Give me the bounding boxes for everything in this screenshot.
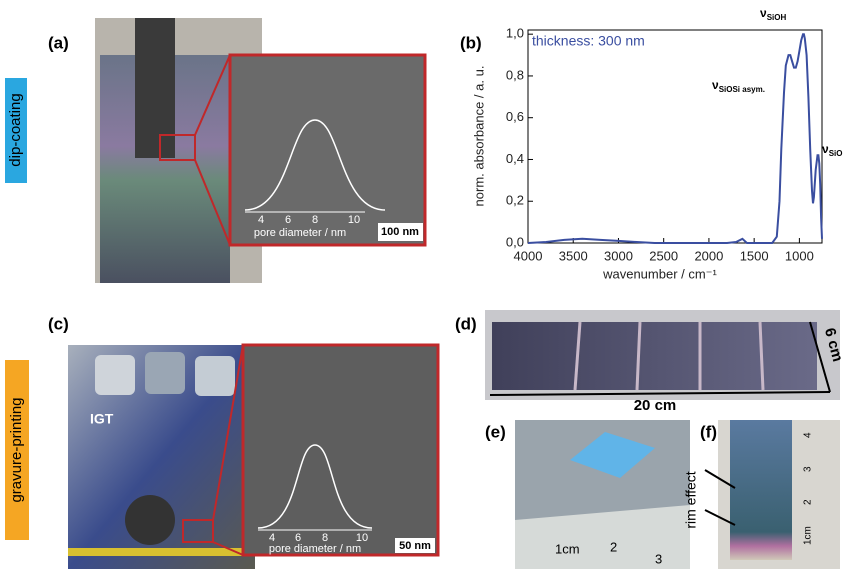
method-box <box>5 78 27 183</box>
panel-label: (a) <box>48 33 69 52</box>
track <box>68 548 255 556</box>
inset-tick: 4 <box>269 532 275 544</box>
inset-x-label: pore diameter / nm <box>269 543 361 555</box>
inset-tick: 10 <box>348 214 360 226</box>
dimension-line <box>809 321 831 393</box>
panel-a: 4 6 8 10 pore diameter / nm 100 nm (a) d… <box>5 18 427 283</box>
zoom-box <box>182 519 214 543</box>
roller-knob <box>145 352 185 394</box>
coated-substrate <box>492 322 817 390</box>
arrow <box>704 469 736 489</box>
clamp <box>135 18 175 158</box>
panel-label: (e) <box>485 422 506 441</box>
subscript: SiOSi asym. <box>719 85 765 94</box>
method: gravure-printing <box>8 397 25 502</box>
device-label: IGT <box>90 411 114 427</box>
panel-f: (f) 1cm 2 3 4 rim effect <box>683 420 840 569</box>
inset-tick: 4 <box>258 214 264 226</box>
roller <box>125 495 175 545</box>
subscript: SiOH <box>767 13 787 22</box>
y-tick-label: 0,8 <box>506 67 524 82</box>
panel-c: (c) IGT 4 6 8 10 pore diameter / nm 50 n… <box>5 314 440 569</box>
x-tick-label: 1000 <box>785 248 814 263</box>
roller-knob <box>195 356 235 396</box>
panel-e: (e) 1cm 2 3 <box>485 420 690 569</box>
x-tick-label: 1500 <box>740 248 769 263</box>
arrow <box>704 509 736 526</box>
legend-label: thickness: 300 nm <box>532 33 645 49</box>
scale-bar: 50 nm <box>399 540 431 552</box>
stripe <box>573 321 582 391</box>
ruler-label: 3 <box>655 551 662 566</box>
inset-tick: 6 <box>285 214 291 226</box>
ruler-label: 4 <box>803 432 814 438</box>
zoom-line <box>194 54 231 136</box>
method-box <box>5 360 29 540</box>
symbol: ν <box>822 142 829 156</box>
spectrum-line <box>527 33 823 244</box>
tem-image <box>241 343 440 557</box>
zoom-line <box>212 541 244 556</box>
inset-x-label: pore diameter / nm <box>254 227 346 239</box>
y-tick-label: 0,4 <box>506 151 524 166</box>
y-axis-label: norm. absorbance / a. u. <box>471 66 486 207</box>
zoom-line <box>194 159 231 246</box>
inset-tick: 10 <box>356 532 368 544</box>
pore-distribution <box>257 444 373 529</box>
stripe <box>635 321 642 391</box>
annotation: νSiOSi asym. <box>712 78 765 94</box>
y-tick-label: 1,0 <box>506 26 524 41</box>
x-axis-label: wavenumber / cm⁻¹ <box>602 266 717 281</box>
roller-knob <box>95 355 135 395</box>
panel-b: (b) norm. absorbance / a. u. wavenumber … <box>460 6 842 281</box>
scale-bar-box <box>378 223 423 241</box>
ruler-label: 2 <box>803 499 814 505</box>
y-tick-label: 0,2 <box>506 193 524 208</box>
coated-strip <box>730 420 792 560</box>
pore-distribution <box>244 119 386 211</box>
x-tick-label: 3000 <box>604 248 633 263</box>
scale-bar: 100 nm <box>381 226 419 238</box>
ruler-label: 1cm <box>803 526 814 545</box>
inset-tick: 8 <box>312 214 318 226</box>
symbol: ν <box>760 6 767 20</box>
width-label: 20 cm <box>634 397 677 414</box>
method: dip-coating <box>7 93 24 166</box>
tem-image <box>228 53 427 247</box>
ruler-label: 2 <box>610 539 617 554</box>
ruler <box>515 505 690 569</box>
x-tick-label: 2500 <box>649 248 678 263</box>
ruler-label: 1cm <box>555 541 580 556</box>
annotation: νSiOH <box>760 6 786 22</box>
panel-d: (d) 20 cm 6 cm <box>455 310 845 414</box>
x-tick-label: 3500 <box>559 248 588 263</box>
panel-label: (b) <box>460 33 482 52</box>
scale-bar-box <box>395 538 435 553</box>
y-tick-label: 0,6 <box>506 109 524 124</box>
y-tick-label: 0,0 <box>506 234 524 249</box>
panel-label: (d) <box>455 314 477 333</box>
ruler-label: 3 <box>803 466 814 472</box>
panel-label: (c) <box>48 314 69 333</box>
inset-tick: 8 <box>322 532 328 544</box>
coated-sample <box>570 432 655 478</box>
zoom-line <box>212 344 244 521</box>
annotation: νSiO <box>822 142 842 158</box>
panel-label: (f) <box>700 422 717 441</box>
inset-tick: 6 <box>295 532 301 544</box>
zoom-box <box>159 134 196 161</box>
annotation: rim effect <box>683 471 699 528</box>
stripe <box>758 321 765 391</box>
symbol: ν <box>712 78 719 92</box>
subscript: SiO <box>829 149 843 158</box>
dimension-line <box>489 391 831 396</box>
x-tick-label: 2000 <box>694 248 723 263</box>
x-tick-label: 4000 <box>514 248 543 263</box>
